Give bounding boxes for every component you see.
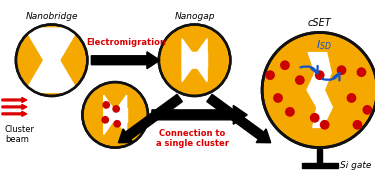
Circle shape — [16, 24, 87, 96]
Text: Si gate: Si gate — [339, 161, 371, 170]
Circle shape — [337, 66, 346, 74]
Polygon shape — [182, 39, 207, 82]
FancyArrow shape — [2, 111, 27, 116]
FancyArrowPatch shape — [322, 73, 339, 80]
FancyArrow shape — [152, 105, 247, 124]
Circle shape — [281, 61, 289, 69]
FancyArrowPatch shape — [301, 66, 318, 73]
Circle shape — [363, 106, 372, 114]
Text: Nanogap: Nanogap — [174, 12, 215, 21]
FancyArrow shape — [207, 94, 271, 143]
Polygon shape — [118, 108, 127, 122]
Circle shape — [311, 114, 319, 122]
Text: $I_{SD}$: $I_{SD}$ — [316, 39, 332, 52]
Circle shape — [357, 68, 366, 76]
Circle shape — [316, 71, 324, 79]
Circle shape — [353, 121, 362, 129]
Text: Cluster
beam: Cluster beam — [5, 125, 35, 144]
Circle shape — [113, 106, 119, 112]
Circle shape — [274, 94, 282, 102]
FancyArrow shape — [118, 94, 182, 143]
FancyArrow shape — [2, 104, 27, 109]
Circle shape — [321, 121, 329, 129]
Polygon shape — [25, 60, 78, 92]
Bar — [317, 149, 322, 165]
Circle shape — [82, 82, 148, 148]
Circle shape — [103, 102, 109, 108]
FancyArrow shape — [91, 52, 160, 69]
Circle shape — [114, 121, 120, 127]
Text: cSET: cSET — [308, 19, 332, 28]
Polygon shape — [104, 95, 127, 134]
Polygon shape — [104, 108, 113, 122]
Text: Connection to
a single cluster: Connection to a single cluster — [156, 129, 229, 148]
Polygon shape — [307, 53, 332, 128]
Circle shape — [262, 32, 377, 148]
Bar — [302, 163, 338, 168]
Polygon shape — [182, 52, 192, 68]
Text: Electromigration: Electromigration — [86, 38, 166, 47]
Circle shape — [266, 71, 274, 79]
Circle shape — [347, 94, 356, 102]
Circle shape — [296, 76, 304, 84]
Circle shape — [159, 24, 230, 96]
FancyArrow shape — [2, 97, 27, 102]
Circle shape — [286, 108, 294, 116]
Polygon shape — [197, 52, 207, 68]
Text: Nanobridge: Nanobridge — [25, 12, 78, 21]
Polygon shape — [25, 28, 78, 60]
Circle shape — [102, 117, 108, 123]
